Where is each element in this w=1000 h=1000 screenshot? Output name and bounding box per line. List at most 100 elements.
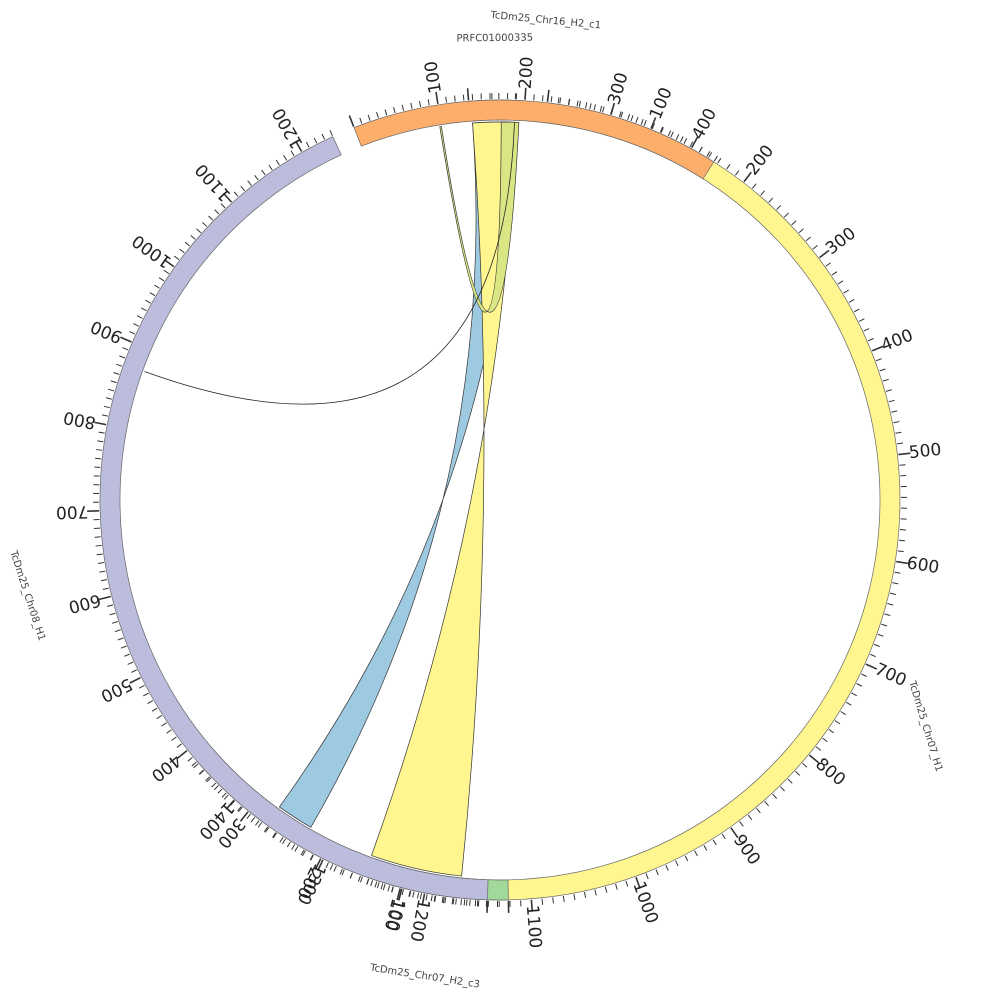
tick-label-chr16: 300: [604, 70, 632, 107]
minor-tick-chr16: [651, 123, 655, 130]
tick-label-chr16: 200: [516, 56, 538, 90]
minor-tick-chr08h1: [341, 869, 345, 876]
minor-tick-chr08h1: [124, 653, 130, 657]
minor-tick-chr08h1: [98, 431, 105, 434]
minor-tick-chr07h1: [255, 820, 260, 826]
minor-tick-chr08h1: [108, 388, 115, 392]
minor-tick-chr08h1: [187, 756, 193, 762]
minor-tick-chr08h1: [257, 822, 263, 828]
minor-tick-chr07h1: [899, 464, 906, 466]
minor-tick-chr07h1: [721, 833, 726, 840]
minor-tick-chr16: [550, 96, 553, 103]
minor-tick-chr07h1: [665, 864, 669, 871]
minor-tick-chr07h1: [787, 778, 793, 784]
tick-label-chr08h1: 800: [62, 407, 98, 433]
major-tick-chr08h1: [294, 140, 303, 152]
minor-tick-chr07h1: [238, 806, 243, 813]
minor-tick-chr08h1: [154, 284, 160, 289]
minor-tick-chr08h1: [247, 180, 252, 186]
minor-tick-chr08h1: [302, 850, 306, 857]
minor-tick-chr08h1: [309, 854, 314, 861]
minor-tick-chr16: [384, 109, 388, 116]
minor-tick-chr07h2c3: [463, 899, 466, 906]
minor-tick-chr08h1: [95, 544, 102, 547]
major-tick-prfc: [466, 88, 470, 101]
minor-tick-chr07h1: [573, 894, 576, 901]
minor-tick-chr07h1: [891, 410, 898, 413]
minor-tick-chr07h1: [853, 308, 860, 313]
tick-label-chr08h1: 1200: [269, 104, 308, 151]
minor-tick-chr07h1: [840, 711, 847, 716]
segment-chr16: [353, 99, 715, 180]
minor-tick-chr16: [462, 94, 465, 101]
minor-tick-chr07h1: [822, 737, 828, 743]
minor-tick-chr08h1: [136, 315, 143, 319]
minor-tick-chr07h1: [726, 163, 731, 170]
minor-tick-chr08h1: [237, 806, 242, 812]
minor-tick-chr08h1: [220, 203, 226, 209]
minor-tick-chr07h1: [684, 855, 689, 862]
minor-tick-chr07h1: [412, 891, 415, 898]
minor-tick-chr16: [401, 104, 405, 111]
minor-tick-chr07h1: [599, 105, 603, 112]
minor-tick-chr07h1: [380, 883, 384, 890]
major-tick-chr07h1: [896, 560, 909, 565]
minor-tick-chr08h1: [96, 449, 103, 451]
tick-label-chr16: 400: [688, 105, 721, 143]
minor-tick-chr08h1: [442, 897, 445, 904]
minor-tick-chr08h1: [286, 841, 291, 848]
minor-tick-chr07h1: [783, 212, 789, 218]
major-tick-chr08h1: [94, 421, 107, 426]
minor-tick-chr07h1: [370, 880, 374, 887]
minor-tick-chr08h1: [211, 782, 217, 788]
minor-tick-chr08h1: [254, 174, 259, 181]
minor-tick-chr08h1: [107, 604, 114, 607]
minor-tick-chr07h1: [861, 673, 867, 677]
minor-tick-chr07h1: [213, 785, 219, 791]
tick-label-chr07h1: 900: [729, 831, 764, 869]
minor-tick-chr08h1: [105, 397, 112, 400]
minor-tick-chr07h1: [401, 889, 404, 896]
major-tick-chr08h1: [398, 888, 403, 901]
minor-tick-chr08h1: [163, 269, 170, 275]
minor-tick-chr07h2c3: [419, 893, 422, 900]
minor-tick-chr08h1: [214, 209, 220, 215]
links-layer: [144, 121, 520, 877]
minor-tick-chr08h1: [202, 221, 208, 227]
minor-tick-chr08h1: [349, 872, 353, 879]
minor-tick-chr16: [667, 130, 672, 137]
minor-tick-chr08h1: [240, 185, 246, 192]
minor-tick-chr07h1: [712, 839, 717, 846]
minor-tick-chr08h1: [217, 788, 223, 794]
minor-tick-chr07h2c3: [430, 895, 433, 902]
major-tick-chr08h1: [239, 811, 249, 822]
minor-tick-chr08h1: [109, 612, 116, 616]
tick-label-chr08h1: 600: [66, 589, 102, 616]
minor-tick-chr07h1: [291, 844, 296, 850]
minor-tick-chr08h1: [103, 405, 110, 409]
tick-label-chr08h1: 400: [147, 750, 185, 786]
minor-tick-chr08h1: [196, 228, 202, 234]
tick-label-chr07h1: 1000: [628, 879, 661, 926]
segment-label-chr07h1: TcDm25_Chr07_H1: [906, 679, 944, 773]
major-tick-chr07h2c3: [396, 888, 401, 901]
segment-label-chr07h2c3: TcDm25_Chr07_H2_c3: [368, 962, 480, 990]
major-tick-chr16: [435, 91, 439, 104]
minor-tick-chr08h1: [190, 235, 196, 240]
minor-tick-chr07h1: [359, 876, 363, 883]
minor-tick-chr08h1: [147, 700, 154, 705]
minor-tick-chr07h1: [882, 378, 889, 382]
minor-tick-chr08h1: [151, 707, 158, 712]
minor-tick-chr07h1: [798, 228, 804, 234]
minor-tick-chr07h1: [433, 895, 436, 902]
minor-tick-chr08h1: [158, 277, 165, 282]
major-tick-chr07h1: [530, 899, 534, 912]
minor-tick-chr07h1: [887, 603, 894, 606]
minor-tick-chr07h1: [562, 895, 565, 902]
minor-tick-chr07h1: [589, 103, 592, 110]
minor-tick-chr08h1: [366, 878, 370, 885]
minor-tick-chr07h1: [825, 262, 832, 267]
minor-tick-chr16: [602, 106, 605, 113]
minor-tick-chr07h1: [221, 792, 227, 798]
